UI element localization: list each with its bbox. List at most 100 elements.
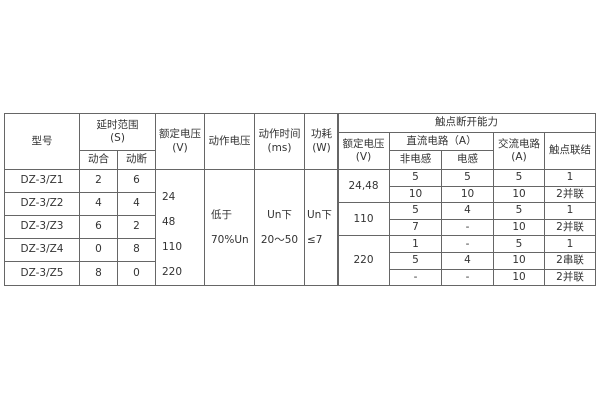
connection-cell: 1 [544,202,596,220]
open-cell: 6 [117,169,156,193]
table-row: 110 5 4 5 1 [337,202,596,237]
inductive-cell: 10 [441,185,494,204]
relay-spec-table-left: 型号 延时范围 (S) 额定电压 (V) 动作电压 动作时间 (ms) 功耗 (W) 动… [4,113,339,286]
header-close: 动合 [79,150,118,170]
header-ac-circuit: 交流电路 (A) [493,132,545,170]
inductive-cell: 4 [441,251,494,270]
close-cell: 0 [79,238,118,262]
header-model: 型号 [4,113,80,170]
non-inductive-cell: 7 [389,218,442,237]
delay-unit: (S) [110,132,125,144]
close-cell: 8 [79,261,118,286]
table-row: DZ-3/Z5 8 0 [4,261,339,286]
operate-time-value: Un下 20～50 [254,169,305,286]
open-cell: 4 [117,192,156,216]
rated-voltage-unit: (V) [172,141,188,154]
header-contact-connection: 触点联结 [544,132,596,170]
open-cell: 2 [117,215,156,239]
operate-time-label: 动作时间 [258,128,301,141]
rated-voltage-label: 额定电压 [159,128,201,141]
header-open: 动断 [117,150,156,170]
header-operate-voltage: 动作电压 [204,113,255,170]
non-inductive-cell: 5 [389,202,442,220]
ac-cell: 5 [493,169,545,187]
table-row: DZ-3/Z3 6 2 [4,215,339,239]
connection-cell: 2并联 [544,218,596,237]
operate-time-line: Un下 [267,208,292,221]
table-row: DZ-3/Z1 2 6 24 48 110 220 低于 70%Un Un下 2… [4,169,339,286]
connection-cell: 1 [544,235,596,253]
rated-voltage-value: 110 [162,240,183,253]
header-rated-voltage: 额定电压 (V) [155,113,205,170]
ac-cell: 10 [493,251,545,270]
ac-cell: 5 [493,235,545,253]
power-label: 功耗 [311,128,332,141]
non-inductive-cell: 5 [389,169,442,187]
contact-voltage-cell: 110 [337,202,390,237]
contact-voltage-cell: 220 [337,235,390,287]
operate-time-line: 20～50 [260,233,299,246]
contact-voltage-cell: 24,48 [337,168,390,204]
table-row: - -10 2并联 [338,268,596,287]
connection-cell: 2串联 [544,251,596,270]
model-cell: DZ-3/Z3 [4,215,80,239]
operate-voltage-line: 70%Un [211,233,249,246]
power-unit: (W) [312,141,331,154]
table-row: 10 10 10 2并联 [338,185,596,204]
ac-cell: 10 [493,185,545,204]
ac-cell: 10 [493,218,545,237]
connection-cell: 2并联 [544,185,596,204]
non-inductive-cell: 1 [389,235,442,253]
inductive-cell: 5 [441,169,494,187]
model-cell: DZ-3/Z2 [4,192,80,216]
table-row: 5 4 10 2串联 [338,251,596,270]
operate-voltage-line: 低于 [211,208,232,221]
inductive-cell: - [441,218,494,237]
header-power: 功耗 (W) [304,113,339,170]
operate-time-unit: (ms) [267,141,292,154]
close-cell: 6 [79,215,118,239]
non-inductive-cell: - [389,268,442,287]
power-line: ≤7 [307,233,323,246]
ac-unit: (A) [511,151,527,163]
model-cell: DZ-3/Z4 [4,238,80,262]
ac-cell: 5 [493,202,545,220]
power-value: Un下 ≤7 [304,169,339,286]
connection-cell: 2并联 [544,268,596,287]
inductive-cell: 4 [441,202,494,220]
open-cell: 8 [117,238,156,262]
inductive-cell: - [441,235,494,253]
model-cell: DZ-3/Z1 [4,169,80,193]
close-cell: 4 [79,192,118,216]
header-operate-time: 动作时间 (ms) [254,113,305,170]
rated-voltage-value: 48 [162,215,176,228]
operate-voltage-value: 低于 70%Un [204,169,255,286]
ac-circuit-label: 交流电路 [498,137,540,150]
table-row: DZ-3/Z4 0 8 [4,238,339,262]
header-non-inductive: 非电感 [389,150,442,170]
model-cell: DZ-3/Z5 [4,261,80,286]
header-delay-range: 延时范围 (S) [79,113,156,151]
table-row: DZ-3/Z2 4 4 [4,192,339,216]
header-dc-circuit: 直流电路（A） [389,132,494,151]
contact-rated-voltage-label: 额定电压 [342,137,385,150]
open-cell: 0 [117,261,156,286]
table-row: 220 1-5 1 [337,235,596,287]
inductive-cell: - [441,268,494,287]
header-inductive: 电感 [441,150,494,170]
non-inductive-cell: 10 [389,185,442,204]
delay-range-label: 延时范围 [96,118,139,131]
non-inductive-cell: 5 [389,251,442,270]
ac-cell: 10 [493,268,545,287]
rated-voltage-value: 220 [162,265,183,278]
rated-voltage-values: 24 48 110 220 [155,169,205,286]
rated-voltage-value: 24 [162,190,176,203]
contact-rated-voltage-unit: (V) [355,151,372,163]
connection-cell: 1 [544,169,596,187]
header-contact-rated-voltage: 额定电压 (V) [337,132,390,170]
table-row: 24,48 5 5 5 1 [337,168,596,204]
close-cell: 2 [79,169,118,193]
header-breaking-capacity: 触点断开能力 [337,113,596,133]
power-line: Un下 [307,208,332,221]
contact-capacity-table: 触点断开能力 额定电压 (V) 直流电路（A） 交流电路 (A) 触点联结 非电感 … [337,113,596,287]
